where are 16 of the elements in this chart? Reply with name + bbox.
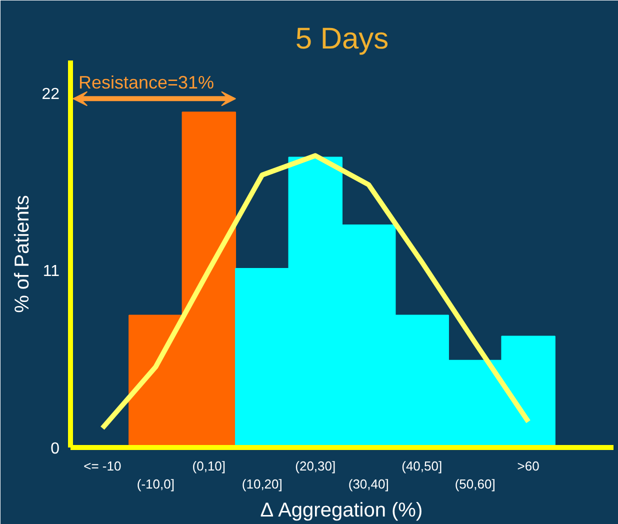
x-tick-label: (40,50] [402, 458, 442, 474]
annotation: Resistance=31% [78, 72, 214, 93]
x-tick-label: (0,10] [192, 458, 226, 474]
y-tick-label: 0 [50, 440, 60, 458]
x-tick-label: (-10,0] [136, 476, 174, 492]
x-axis-title: Δ Aggregation (%) [260, 500, 423, 522]
x-tick-label: >60 [517, 458, 540, 474]
x-tick-label: (50,60] [454, 476, 496, 492]
x-tick-label: (30,40] [348, 476, 389, 492]
chart-title: 5 Days [295, 22, 389, 56]
x-tick-label: <= -10 [84, 458, 122, 474]
y-axis-title: % of Patients [12, 195, 34, 313]
x-tick-label: (20,30] [295, 458, 336, 474]
y-tick-label: 22 [42, 86, 60, 103]
x-tick-label: (10,20] [242, 476, 282, 492]
y-tick-label: 11 [42, 263, 60, 280]
